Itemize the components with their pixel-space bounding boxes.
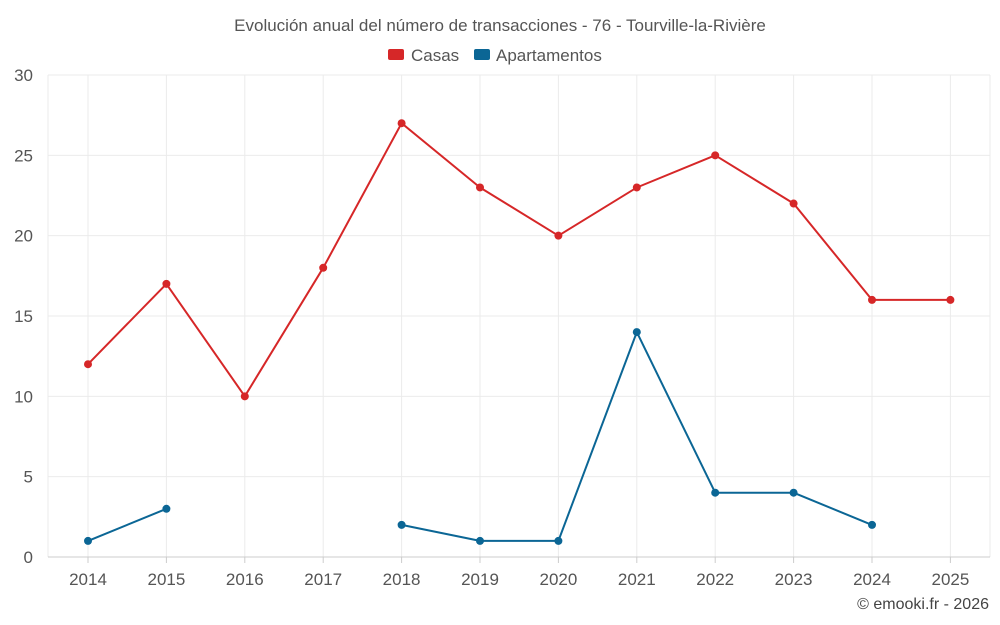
legend-label-apartamentos: Apartamentos: [496, 46, 602, 65]
data-point-apartamentos[interactable]: [162, 504, 171, 513]
legend-item-casas[interactable]: Casas: [388, 46, 459, 65]
legend-swatch-apartamentos: [474, 49, 490, 60]
data-point-apartamentos[interactable]: [711, 488, 720, 497]
x-tick-label: 2017: [304, 570, 342, 589]
chart-title: Evolución anual del número de transaccio…: [234, 16, 766, 35]
data-point-casas[interactable]: [632, 183, 641, 192]
x-tick-label: 2018: [383, 570, 421, 589]
credit: © emooki.fr - 2026: [857, 596, 989, 613]
y-tick-label: 20: [14, 227, 33, 246]
data-point-casas[interactable]: [162, 279, 171, 288]
data-point-casas[interactable]: [319, 263, 328, 272]
x-tick-label: 2016: [226, 570, 264, 589]
data-point-casas[interactable]: [397, 119, 406, 128]
x-tick-label: 2014: [69, 570, 107, 589]
legend-label-casas: Casas: [411, 46, 459, 65]
data-point-casas[interactable]: [868, 295, 876, 304]
x-tick-label: 2020: [539, 570, 577, 589]
y-tick-label: 0: [24, 548, 33, 567]
x-tick-label: 2024: [853, 570, 891, 589]
y-tick-label: 5: [24, 468, 33, 487]
y-tick-label: 30: [14, 66, 33, 85]
x-tick-label: 2019: [461, 570, 499, 589]
data-point-casas[interactable]: [240, 392, 249, 401]
series: [84, 119, 955, 545]
x-tick-label: 2023: [775, 570, 813, 589]
data-point-casas[interactable]: [476, 183, 484, 192]
data-point-apartamentos[interactable]: [632, 328, 641, 337]
data-point-casas[interactable]: [84, 360, 92, 369]
data-point-apartamentos[interactable]: [84, 536, 92, 545]
data-point-casas[interactable]: [554, 231, 563, 240]
legend: Casas Apartamentos: [388, 46, 602, 65]
x-tick-label: 2025: [931, 570, 969, 589]
x-tick-label: 2022: [696, 570, 734, 589]
data-point-casas[interactable]: [789, 199, 798, 208]
series-line-casas: [87, 122, 951, 398]
legend-item-apartamentos[interactable]: Apartamentos: [474, 46, 602, 65]
data-point-apartamentos[interactable]: [554, 536, 563, 545]
legend-swatch-casas: [388, 49, 404, 60]
data-point-apartamentos[interactable]: [789, 488, 798, 497]
data-point-casas[interactable]: [946, 295, 955, 304]
data-point-apartamentos[interactable]: [476, 536, 484, 545]
data-point-casas[interactable]: [711, 151, 720, 160]
series-casas: [84, 119, 955, 401]
y-tick-label: 10: [14, 387, 33, 406]
series-apartamentos: [84, 328, 876, 545]
y-tick-label: 15: [14, 307, 33, 326]
data-point-apartamentos[interactable]: [868, 520, 876, 529]
x-tick-label: 2015: [147, 570, 185, 589]
x-tick-label: 2021: [618, 570, 656, 589]
y-tick-label: 25: [14, 146, 33, 165]
data-point-apartamentos[interactable]: [397, 520, 406, 529]
gridlines: [48, 74, 990, 557]
